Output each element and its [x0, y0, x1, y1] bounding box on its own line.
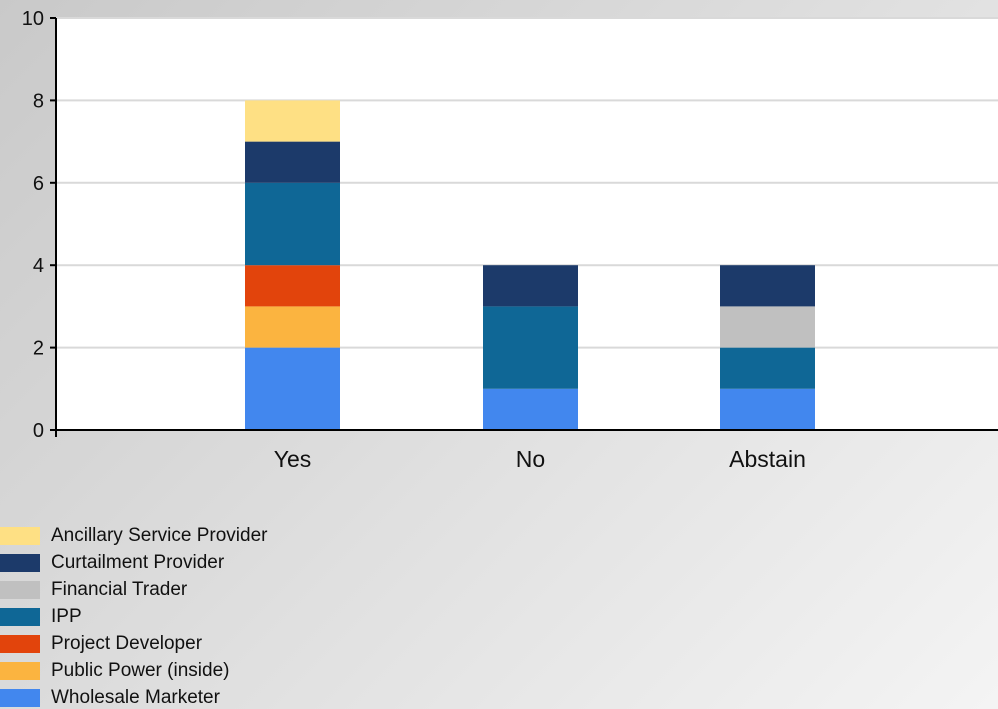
- y-tick-label: 2: [33, 338, 44, 360]
- legend-label: Ancillary Service Provider: [51, 524, 268, 546]
- x-tick-label: Yes: [274, 446, 312, 472]
- x-axis-ticks: Yes No Abstain: [55, 430, 806, 472]
- legend-swatch: [0, 553, 40, 572]
- bar-segment: [245, 306, 340, 348]
- legend-item: Public Power (inside): [0, 657, 400, 684]
- legend-item: Wholesale Marketer: [0, 684, 400, 709]
- bar-segment: [245, 265, 340, 307]
- y-tick-label: 8: [33, 90, 44, 112]
- bar-segment: [245, 100, 340, 142]
- legend-item: Ancillary Service Provider: [0, 522, 400, 549]
- x-tick-label: Abstain: [729, 446, 806, 472]
- legend-swatch: [0, 607, 40, 626]
- bar-segment: [245, 141, 340, 183]
- legend: Ancillary Service Provider Curtailment Pr…: [0, 522, 400, 709]
- bar-segment: [483, 306, 578, 389]
- legend-item: Financial Trader: [0, 576, 400, 603]
- bar-segment: [483, 388, 578, 430]
- y-tick-label: 10: [22, 8, 44, 30]
- bar-segment: [245, 182, 340, 266]
- legend-label: Financial Trader: [51, 578, 188, 600]
- x-tick-label: No: [516, 446, 545, 472]
- bar-segment: [720, 388, 815, 430]
- y-tick-label: 4: [33, 255, 44, 277]
- legend-swatch: [0, 661, 40, 680]
- y-tick-label: 6: [33, 173, 44, 195]
- legend-swatch: [0, 688, 40, 707]
- legend-label: Curtailment Provider: [51, 551, 225, 573]
- legend-label: Wholesale Marketer: [51, 686, 220, 708]
- legend-swatch: [0, 634, 40, 653]
- legend-label: Public Power (inside): [51, 659, 230, 681]
- bar-segment: [720, 306, 815, 348]
- legend-swatch: [0, 526, 40, 545]
- legend-label: IPP: [51, 605, 82, 627]
- bar-segment: [483, 265, 578, 307]
- legend-item: IPP: [0, 603, 400, 630]
- y-axis-ticks: 0 2 4 6 8 10: [22, 8, 56, 442]
- legend-swatch: [0, 580, 40, 599]
- y-tick-label: 0: [33, 420, 44, 442]
- bar-segment: [245, 347, 340, 430]
- bar-segment: [720, 265, 815, 307]
- legend-label: Project Developer: [51, 632, 203, 654]
- legend-item: Project Developer: [0, 630, 400, 657]
- bar-segment: [720, 347, 815, 389]
- bars: [245, 100, 815, 430]
- legend-item: Curtailment Provider: [0, 549, 400, 576]
